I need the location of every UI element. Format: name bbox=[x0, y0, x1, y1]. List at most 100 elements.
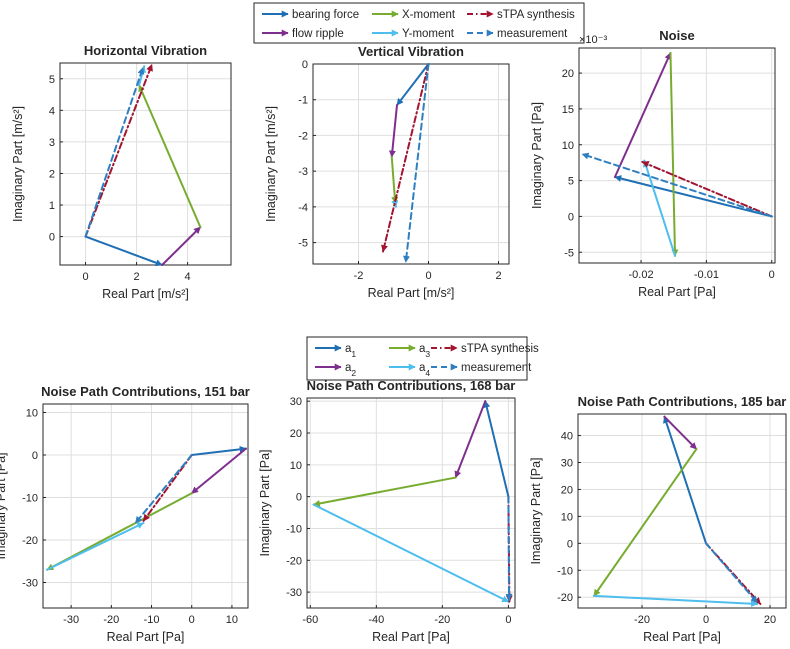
y-tick-label: 0 bbox=[302, 59, 308, 71]
y-axis-label: Imaginary Part [Pa] bbox=[530, 102, 544, 209]
arrow-bearing-force bbox=[396, 63, 430, 107]
arrow-measurement bbox=[402, 63, 430, 264]
arrow-a2 bbox=[454, 400, 487, 479]
y-tick-label: 0 bbox=[49, 232, 55, 244]
arrow-measurement bbox=[84, 66, 145, 238]
y-tick-label: 5 bbox=[568, 176, 574, 188]
y-tick-label: -30 bbox=[22, 578, 38, 590]
arrow-x-moment bbox=[390, 155, 399, 205]
legend-box bbox=[306, 336, 528, 381]
legend-label: a1 bbox=[345, 343, 356, 359]
x-tick-label: 2 bbox=[134, 271, 140, 283]
x-axis-label: Real Part [Pa] bbox=[372, 630, 450, 644]
arrow-a2 bbox=[663, 415, 698, 451]
y-tick-label: -4 bbox=[298, 202, 308, 214]
panel-noise: -0.02 -0.01 0 -5 0 5 10 15 20 Noise Real Part [Pa]… bbox=[530, 28, 776, 299]
x-tick-label: -20 bbox=[434, 614, 450, 626]
arrow-measurement bbox=[505, 495, 513, 602]
panel-title: Noise Path Contributions, 151 bar bbox=[41, 384, 250, 399]
y-tick-label: 2 bbox=[49, 168, 55, 180]
y-tick-label: -10 bbox=[22, 493, 38, 505]
y-axis-label: Imaginary Part [Pa] bbox=[0, 453, 8, 560]
x-tick-label: -0.02 bbox=[629, 269, 654, 281]
panel-title: Noise Path Contributions, 168 bar bbox=[307, 378, 516, 393]
legend-1: bearing force X-moment sTPA synthesis flow … bbox=[253, 2, 585, 44]
y-tick-label: 0 bbox=[32, 450, 38, 462]
x-tick-label: -20 bbox=[634, 614, 650, 626]
y-scale-exponent: ×10⁻³ bbox=[579, 34, 607, 46]
legend-box bbox=[253, 2, 585, 44]
legend-label: a3 bbox=[419, 343, 430, 359]
x-tick-label: -2 bbox=[354, 270, 364, 282]
legend-label: flow ripple bbox=[292, 28, 344, 40]
y-tick-label: 20 bbox=[562, 68, 574, 80]
y-tick-label: -2 bbox=[298, 130, 308, 142]
axes-box bbox=[306, 397, 516, 609]
y-tick-label: 4 bbox=[49, 105, 55, 117]
y-tick-label: 10 bbox=[290, 460, 302, 472]
y-tick-label: 30 bbox=[561, 458, 573, 470]
arrow-a3 bbox=[593, 448, 698, 597]
y-tick-label: 40 bbox=[561, 431, 573, 443]
arrow-flow-ripple bbox=[388, 104, 398, 158]
legend-label: a2 bbox=[345, 362, 356, 378]
panel-horizontal-vibration: 0 2 4 0 1 2 3 4 5 Horizontal Vibration Real Part [… bbox=[11, 43, 232, 301]
y-tick-label: -5 bbox=[298, 238, 308, 250]
y-tick-label: 30 bbox=[290, 396, 302, 408]
panel-title: Noise bbox=[659, 28, 694, 43]
y-tick-label: -5 bbox=[564, 247, 574, 259]
legend-label: a4 bbox=[419, 362, 430, 378]
y-tick-label: 15 bbox=[562, 104, 574, 116]
panel-title: Vertical Vibration bbox=[358, 44, 464, 59]
arrow-a4 bbox=[46, 522, 145, 571]
y-tick-label: 10 bbox=[562, 140, 574, 152]
y-tick-label: 0 bbox=[568, 211, 574, 223]
panel-noise-path-contributions-168-bar: -60 -40 -20 0 30 20 10 0 -10 -20 -30 Noise Path Con… bbox=[258, 378, 516, 644]
y-tick-label: 3 bbox=[49, 137, 55, 149]
plot-area bbox=[578, 414, 786, 608]
legend-label: sTPA synthesis bbox=[461, 343, 539, 355]
x-tick-label: 2 bbox=[495, 270, 501, 282]
plot-area bbox=[43, 404, 248, 608]
x-axis-label: Real Part [Pa] bbox=[107, 630, 185, 644]
arrow-stpa-synthesis bbox=[505, 495, 513, 603]
panel-title: Horizontal Vibration bbox=[84, 43, 207, 58]
arrow-stpa-synthesis bbox=[641, 160, 773, 218]
y-axis-label: Imaginary Part [m/s²] bbox=[11, 106, 25, 222]
x-tick-label: -60 bbox=[302, 614, 318, 626]
plot-area bbox=[313, 64, 509, 264]
plot-area bbox=[579, 48, 775, 263]
x-tick-label: 10 bbox=[226, 614, 238, 626]
x-tick-label: 20 bbox=[764, 614, 776, 626]
axes-box bbox=[42, 403, 249, 609]
arrow-stpa-synthesis bbox=[381, 63, 430, 253]
x-tick-label: 0 bbox=[703, 614, 709, 626]
axes-box bbox=[578, 47, 776, 264]
arrow-bearing-force bbox=[84, 235, 164, 267]
arrow-a1 bbox=[190, 445, 247, 456]
legend-label: measurement bbox=[461, 362, 532, 374]
legend-2: a1 a3 sTPA synthesis a2 a4 measurement bbox=[306, 336, 539, 381]
legend-label: X-moment bbox=[402, 9, 456, 21]
arrow-a2 bbox=[190, 447, 247, 495]
x-tick-label: -10 bbox=[144, 614, 160, 626]
y-tick-label: -1 bbox=[298, 95, 308, 107]
axes-box bbox=[312, 63, 510, 265]
arrow-stpa-synthesis bbox=[84, 63, 153, 238]
x-axis-label: Real Part [Pa] bbox=[638, 285, 716, 299]
y-tick-label: -20 bbox=[557, 592, 573, 604]
x-tick-label: 0 bbox=[82, 271, 88, 283]
panel-noise-path-contributions-151-bar: -30 -20 -10 0 10 10 0 -10 -20 -30 Noise Path Contr… bbox=[0, 384, 250, 644]
arrow-a1 bbox=[663, 415, 707, 545]
panel-title: Noise Path Contributions, 185 bar bbox=[578, 394, 787, 409]
legend-label: Y-moment bbox=[402, 28, 455, 40]
x-axis-label: Real Part [m/s²] bbox=[368, 286, 455, 300]
x-tick-label: -30 bbox=[63, 614, 79, 626]
panel-vertical-vibration: -2 0 2 0 -1 -2 -3 -4 -5 Vertical Vibration Real Pa… bbox=[264, 44, 510, 300]
y-tick-label: -20 bbox=[286, 555, 302, 567]
arrow-a4 bbox=[593, 594, 759, 608]
legend-label: bearing force bbox=[292, 9, 359, 21]
y-tick-label: -3 bbox=[298, 166, 308, 178]
